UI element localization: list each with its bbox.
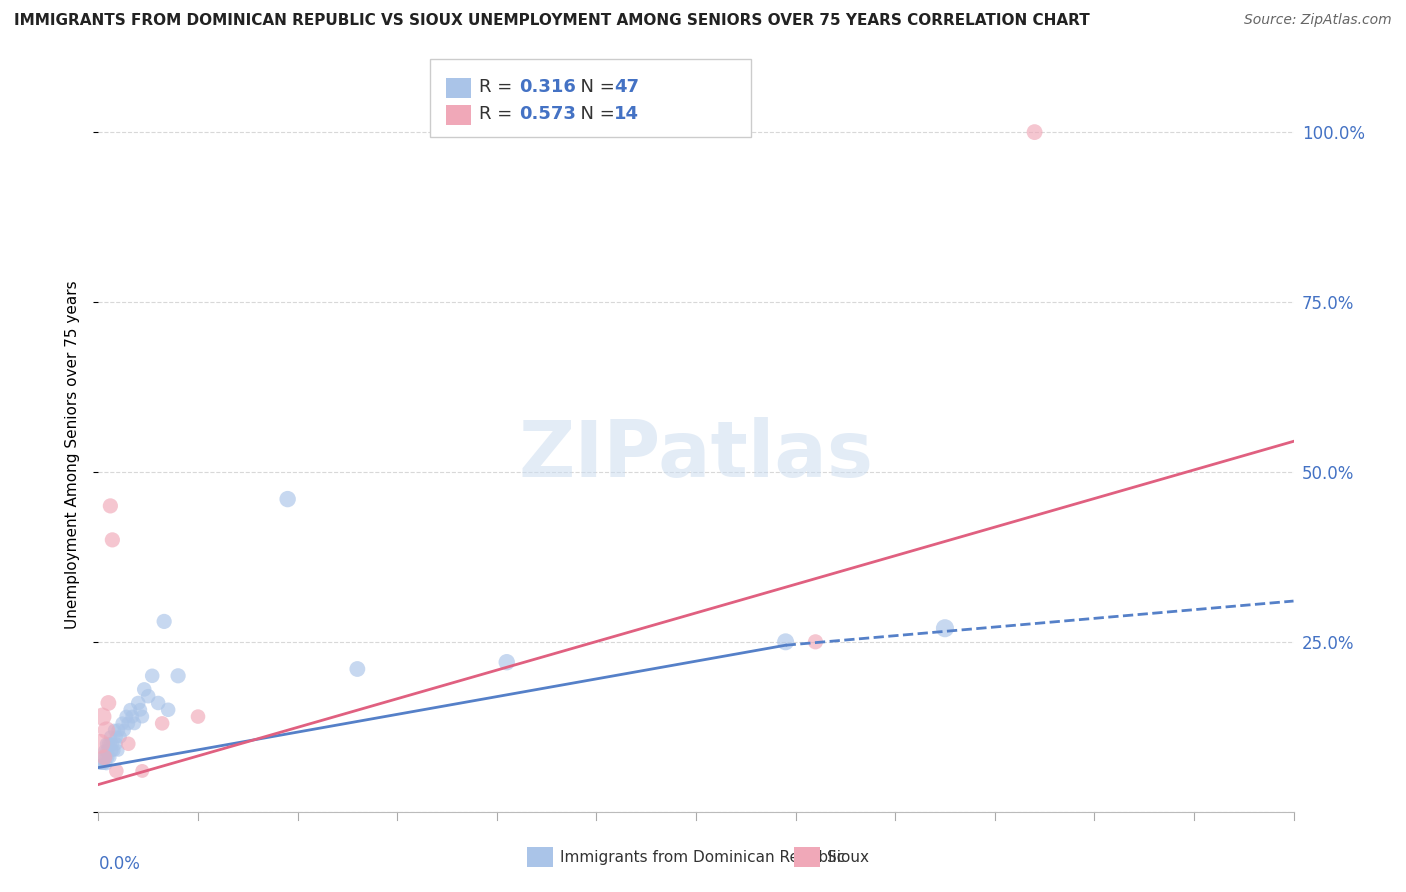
Point	[100, 737, 122, 751]
Point	[131, 764, 153, 778]
Point	[101, 737, 124, 751]
Point	[93, 743, 115, 757]
Point	[277, 492, 299, 507]
Point	[91, 757, 114, 772]
Point	[97, 696, 120, 710]
Point	[105, 730, 128, 744]
Point	[117, 737, 139, 751]
Point	[136, 689, 159, 703]
Text: Source: ZipAtlas.com: Source: ZipAtlas.com	[1244, 13, 1392, 28]
Point	[96, 723, 118, 738]
Point	[167, 669, 190, 683]
Text: R =: R =	[479, 105, 519, 123]
Text: N =: N =	[569, 105, 621, 123]
Point	[117, 716, 139, 731]
Point	[107, 723, 129, 738]
Text: 0.573: 0.573	[519, 105, 575, 123]
Point	[97, 750, 120, 764]
Point	[129, 703, 152, 717]
Point	[120, 703, 142, 717]
Text: Sioux: Sioux	[827, 850, 869, 864]
Point	[103, 743, 125, 757]
Point	[97, 737, 120, 751]
Point	[157, 703, 180, 717]
Text: IMMIGRANTS FROM DOMINICAN REPUBLIC VS SIOUX UNEMPLOYMENT AMONG SENIORS OVER 75 Y: IMMIGRANTS FROM DOMINICAN REPUBLIC VS SI…	[14, 13, 1090, 29]
Point	[804, 635, 827, 649]
Point	[121, 709, 143, 723]
Point	[187, 709, 209, 723]
Point	[150, 716, 173, 731]
Point	[124, 716, 146, 731]
Point	[91, 750, 114, 764]
Point	[96, 737, 118, 751]
Text: 0.316: 0.316	[519, 78, 575, 96]
Point	[96, 743, 118, 757]
Point	[100, 730, 122, 744]
Point	[346, 662, 368, 676]
Point	[141, 669, 163, 683]
Point	[101, 743, 124, 757]
Text: 14: 14	[614, 105, 640, 123]
Point	[105, 764, 128, 778]
Point	[93, 750, 115, 764]
Point	[111, 716, 134, 731]
Point	[775, 635, 797, 649]
Point	[89, 757, 111, 772]
Point	[96, 757, 118, 772]
Text: Immigrants from Dominican Republic: Immigrants from Dominican Republic	[560, 850, 845, 864]
Point	[89, 737, 111, 751]
Point	[101, 533, 124, 547]
Point	[103, 723, 125, 738]
Text: ZIPatlas: ZIPatlas	[519, 417, 873, 493]
Point	[148, 696, 170, 710]
Point	[127, 696, 149, 710]
Point	[107, 743, 129, 757]
Y-axis label: Unemployment Among Seniors over 75 years: Unemployment Among Seniors over 75 years	[65, 281, 80, 629]
Point	[934, 621, 956, 635]
Point	[96, 750, 118, 764]
Point	[153, 615, 176, 629]
Point	[134, 682, 156, 697]
Point	[100, 499, 122, 513]
Point	[110, 730, 132, 744]
Point	[1024, 125, 1046, 139]
Point	[100, 750, 122, 764]
Point	[93, 757, 115, 772]
Point	[112, 723, 135, 738]
Text: N =: N =	[569, 78, 621, 96]
Text: R =: R =	[479, 78, 519, 96]
Point	[115, 709, 138, 723]
Point	[495, 655, 517, 669]
Point	[131, 709, 153, 723]
Text: 0.0%: 0.0%	[98, 855, 141, 872]
Point	[97, 743, 120, 757]
Text: 47: 47	[614, 78, 640, 96]
Point	[105, 737, 128, 751]
Point	[91, 709, 114, 723]
Point	[93, 750, 115, 764]
